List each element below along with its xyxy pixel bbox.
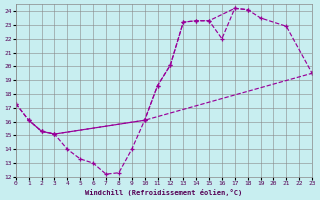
X-axis label: Windchill (Refroidissement éolien,°C): Windchill (Refroidissement éolien,°C) [85, 189, 243, 196]
